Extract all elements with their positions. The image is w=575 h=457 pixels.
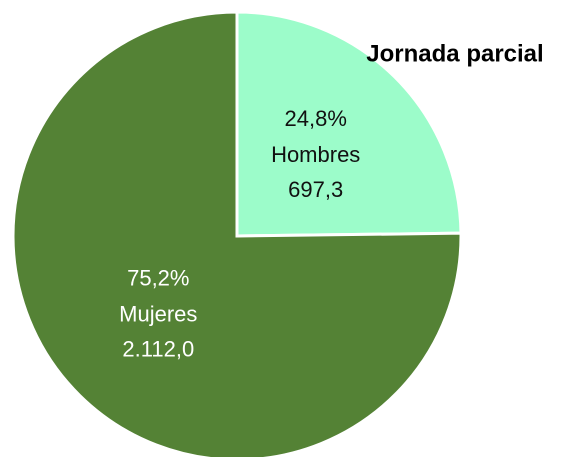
value-label: 75,2%: [127, 266, 189, 291]
category-label: Hombres: [271, 142, 360, 167]
pie-slice: [11, 10, 463, 457]
amount-label: 2.112,0: [122, 337, 194, 362]
chart-title: Jornada parcial: [366, 40, 543, 67]
amount-label: 697,3: [288, 177, 343, 202]
category-label: Mujeres: [119, 302, 197, 327]
pie-slice: [235, 10, 463, 238]
value-label: 24,8%: [285, 106, 347, 131]
